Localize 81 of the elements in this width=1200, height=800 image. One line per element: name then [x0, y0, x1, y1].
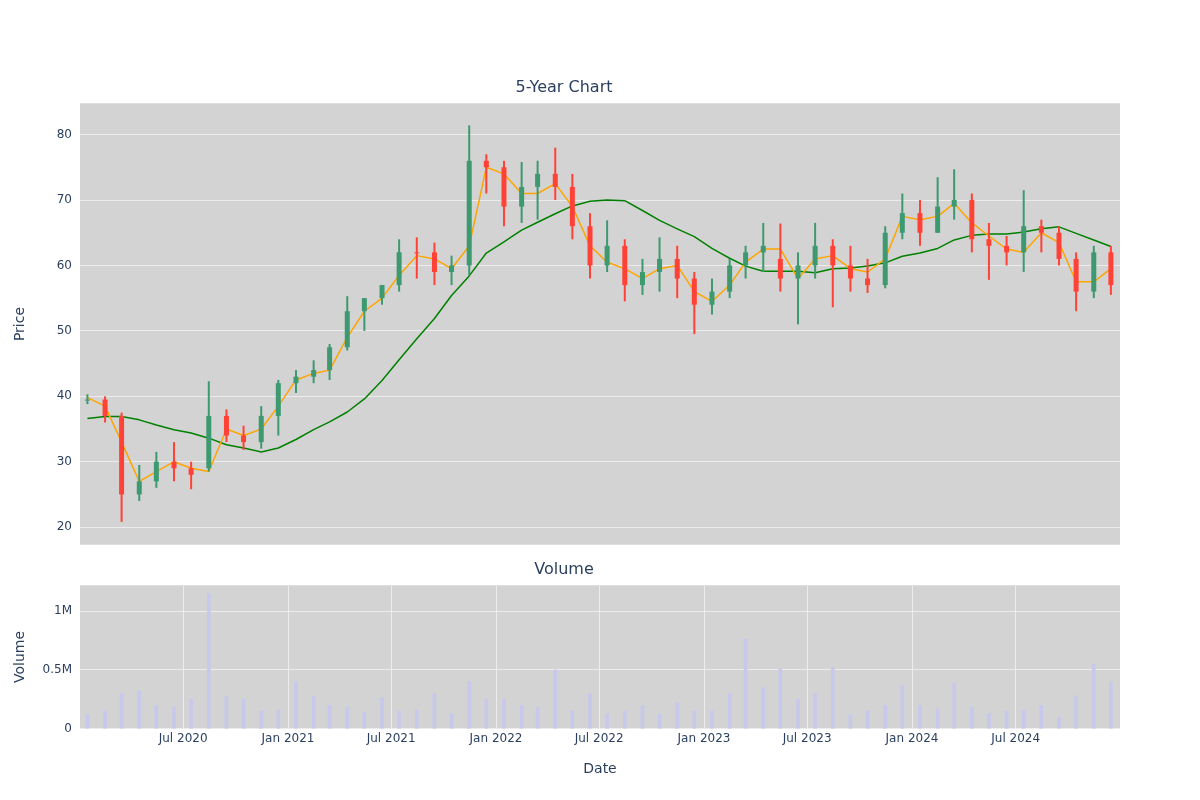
- bar: [761, 687, 766, 729]
- x-tick-label: Jul 2023: [781, 731, 832, 746]
- x-tick-label: Jul 2022: [573, 731, 624, 746]
- candlestick: [604, 219, 610, 273]
- x-tick-label: Jul 2024: [990, 731, 1041, 746]
- bar: [414, 709, 419, 729]
- y-tick-label: 20: [56, 519, 72, 534]
- bar: [883, 704, 888, 729]
- y-tick-label: 70: [56, 192, 72, 207]
- candlestick: [795, 251, 801, 326]
- x-tick-label: Jan 2024: [884, 731, 939, 746]
- bar: [345, 707, 350, 729]
- x-tick-label: Jan 2023: [676, 731, 731, 746]
- bar: [1091, 663, 1096, 729]
- candlestick: [153, 450, 159, 489]
- chart-title: Volume: [534, 558, 594, 578]
- bar: [467, 681, 472, 729]
- bar: [259, 710, 264, 729]
- candlestick: [709, 277, 715, 316]
- candlestick: [379, 284, 385, 306]
- y-tick-label: 30: [56, 453, 72, 468]
- candlestick: [743, 244, 749, 280]
- x-tick-label: Jan 2021: [260, 731, 315, 746]
- bar: [622, 710, 627, 729]
- candlestick: [84, 393, 90, 406]
- candlestick: [188, 460, 194, 491]
- bar: [692, 710, 697, 729]
- candlestick: [674, 244, 680, 300]
- y-tick-label: 0: [64, 720, 72, 735]
- candlestick: [917, 199, 923, 247]
- chart-title: 5-Year Chart: [515, 76, 613, 96]
- candlestick: [986, 221, 992, 281]
- x-tick-label: Jul 2020: [157, 731, 208, 746]
- bar: [206, 593, 211, 729]
- x-tick-label: Jul 2021: [365, 731, 416, 746]
- candlestick: [639, 257, 645, 296]
- x-axis-title: Date: [583, 760, 617, 777]
- candlestick: [865, 257, 871, 294]
- candlestick: [899, 192, 905, 241]
- bar: [484, 699, 489, 729]
- y-tick-label: 40: [56, 388, 72, 403]
- candlestick: [760, 221, 766, 273]
- y-tick-label: 1M: [54, 603, 72, 618]
- candlestick: [1004, 235, 1010, 267]
- candlestick: [657, 236, 663, 293]
- candlestick: [777, 222, 783, 293]
- y-tick-label: 60: [56, 257, 72, 272]
- bar: [137, 690, 142, 729]
- bar: [900, 684, 905, 729]
- y-tick-label: 50: [56, 322, 72, 337]
- candlestick: [223, 408, 229, 444]
- bar: [830, 667, 835, 729]
- candlestick: [552, 146, 558, 202]
- candlestick: [519, 161, 525, 224]
- candlestick: [431, 241, 437, 287]
- candlestick: [241, 424, 247, 451]
- y-axis-title: Price: [11, 306, 28, 342]
- candlestick: [951, 168, 957, 221]
- candlestick: [483, 153, 489, 195]
- candlestick: [449, 254, 455, 287]
- candlestick: [812, 221, 818, 280]
- y-tick-label: 80: [56, 126, 72, 141]
- candlestick: [311, 359, 317, 385]
- candlestick: [830, 238, 836, 309]
- candlestick: [1038, 218, 1044, 254]
- candlestick: [327, 342, 333, 381]
- candlestick: [535, 159, 541, 221]
- candlestick: [293, 369, 299, 395]
- bar: [553, 669, 558, 729]
- y-axis-title: Volume: [11, 630, 28, 684]
- candlestick: [361, 297, 367, 332]
- y-tick-label: 0.5M: [42, 662, 72, 677]
- x-tick-label: Jan 2022: [468, 731, 523, 746]
- candlestick: [847, 244, 853, 293]
- bar: [276, 709, 281, 729]
- bar: [675, 702, 680, 729]
- candlestick: [414, 236, 420, 280]
- candlestick: [171, 441, 177, 483]
- bar: [1021, 709, 1026, 729]
- candlestick: [136, 463, 142, 502]
- candlestick: [102, 395, 108, 424]
